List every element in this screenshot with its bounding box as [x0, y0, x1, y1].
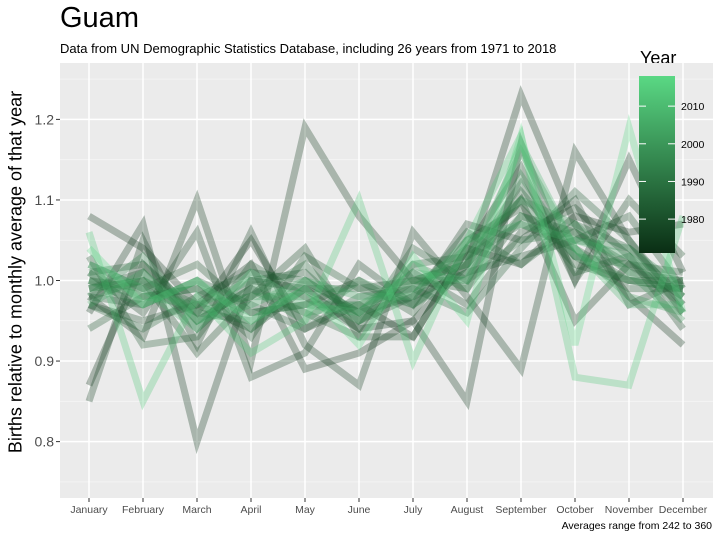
series-line-1988 — [88, 228, 684, 326]
x-tick-label: May — [295, 504, 316, 516]
chart-title: Guam — [60, 2, 139, 34]
series-line-1990 — [87, 194, 686, 317]
y-tick-label: 0.9 — [35, 353, 55, 369]
x-tick-label: October — [556, 504, 594, 516]
series-line-1986 — [87, 177, 686, 325]
series-line-1985 — [87, 220, 686, 333]
series-line-1974 — [86, 118, 685, 374]
x-tick-label: July — [404, 504, 423, 516]
series-line-1978 — [87, 203, 686, 333]
series-line-1982 — [86, 185, 683, 349]
y-tick-label: 1.2 — [35, 111, 55, 127]
series-line-1976 — [86, 194, 685, 382]
x-tick-label: November — [605, 504, 654, 516]
chart-subtitle: Data from UN Demographic Statistics Data… — [60, 41, 557, 56]
y-tick-label: 0.8 — [35, 434, 55, 450]
series-line-1973 — [86, 131, 687, 455]
series-line-1981 — [87, 212, 684, 343]
x-tick-label: January — [70, 504, 108, 516]
series-line-1984 — [88, 220, 683, 342]
series-line-2018 — [86, 113, 687, 351]
series-line-1975 — [85, 142, 686, 403]
series-line-2001 — [87, 143, 685, 317]
series-line-1995 — [87, 168, 684, 334]
series-line-2004 — [87, 220, 686, 325]
legend-colorbar — [639, 76, 675, 253]
series-line-1977 — [87, 160, 686, 359]
series-line-1971 — [85, 212, 684, 387]
legend-tick-label: 1980 — [681, 214, 705, 226]
x-tick-label: September — [495, 504, 547, 516]
series-line-1979 — [87, 211, 686, 334]
x-tick-label: June — [348, 504, 371, 516]
series-line-1980 — [88, 203, 684, 318]
series-line-2008 — [87, 135, 683, 334]
x-tick-label: August — [451, 504, 484, 516]
y-tick-label: 1.0 — [35, 273, 55, 289]
series-line-1993 — [86, 211, 686, 326]
y-tick-label: 1.1 — [35, 192, 55, 208]
x-tick-label: December — [659, 504, 708, 516]
chart-caption: Averages range from 242 to 360 — [561, 520, 712, 532]
legend-tick-label: 1990 — [681, 176, 705, 188]
x-tick-label: March — [182, 504, 211, 516]
series-line-1983 — [88, 187, 686, 333]
x-tick-label: February — [122, 504, 165, 516]
series-line-2013 — [85, 125, 687, 411]
legend-tick-label: 2010 — [681, 101, 705, 113]
legend-tick-label: 2000 — [681, 139, 705, 151]
x-tick-label: April — [240, 504, 261, 516]
series-line-1972 — [87, 85, 686, 374]
series-line-1998 — [88, 195, 686, 325]
